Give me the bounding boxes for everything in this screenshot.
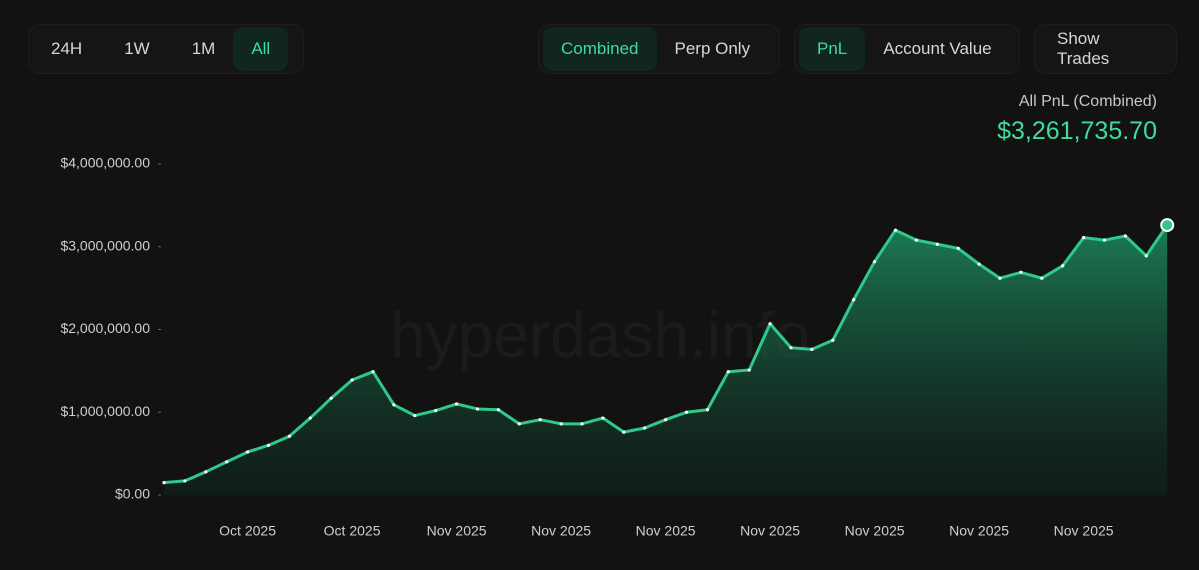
metric-button[interactable]: Account Value xyxy=(883,39,992,58)
point xyxy=(1040,276,1044,280)
point xyxy=(1144,254,1148,258)
y-tick-label: $2,000,000.00 xyxy=(60,320,150,336)
point xyxy=(559,422,563,426)
point xyxy=(789,346,793,350)
point xyxy=(287,434,291,438)
view-group: Combined Perp Only xyxy=(538,24,780,74)
summary-label: All PnL (Combined) xyxy=(1018,93,1157,110)
point xyxy=(413,413,417,418)
point xyxy=(538,418,542,422)
point xyxy=(350,378,354,382)
x-tick-label: Nov 2025 xyxy=(740,523,800,539)
x-tick-label: Oct 2025 xyxy=(324,523,381,539)
point xyxy=(1019,270,1023,275)
show-trades-button[interactable]: Show Trades xyxy=(1057,29,1110,68)
point xyxy=(852,298,856,302)
point xyxy=(308,416,312,420)
point xyxy=(392,403,396,407)
point xyxy=(1102,238,1107,242)
point xyxy=(266,443,271,447)
point xyxy=(329,396,333,400)
point xyxy=(204,470,208,474)
x-tick-label: Nov 2025 xyxy=(531,523,591,539)
point xyxy=(998,276,1002,280)
x-tick-label: Nov 2025 xyxy=(949,523,1009,539)
point xyxy=(475,407,480,411)
y-tick-label: $0.00 xyxy=(115,486,150,502)
point xyxy=(914,238,919,242)
watermark: hyperdash.info xyxy=(390,299,810,371)
point xyxy=(684,410,689,414)
point xyxy=(1061,264,1065,268)
summary-value: $3,261,735.70 xyxy=(997,117,1157,145)
point xyxy=(768,322,772,326)
timeframe-button[interactable]: 1M xyxy=(191,39,216,58)
view-button[interactable]: Combined xyxy=(543,27,657,71)
point xyxy=(455,402,459,406)
point xyxy=(517,422,521,426)
point xyxy=(183,479,187,483)
point xyxy=(873,260,877,264)
x-tick-label: Nov 2025 xyxy=(1054,523,1114,539)
point xyxy=(496,408,500,412)
x-tick-label: Nov 2025 xyxy=(636,523,696,539)
x-tick-label: Nov 2025 xyxy=(427,523,487,539)
end-marker xyxy=(1160,218,1175,233)
point xyxy=(246,450,250,454)
point xyxy=(726,370,730,374)
trades-group: Show Trades xyxy=(1034,24,1177,74)
timeframe-group: 24H 1W 1M All xyxy=(28,24,304,74)
view-button[interactable]: Perp Only xyxy=(674,39,751,58)
point xyxy=(705,408,710,412)
point xyxy=(225,460,229,464)
point xyxy=(664,418,668,422)
point xyxy=(643,426,647,430)
point xyxy=(622,430,626,434)
timeframe-button[interactable]: 24H xyxy=(51,39,83,58)
x-tick-label: Nov 2025 xyxy=(845,523,905,539)
timeframe-button[interactable]: 1W xyxy=(124,39,150,58)
point xyxy=(956,246,960,251)
x-tick-label: Oct 2025 xyxy=(219,523,276,539)
point xyxy=(601,416,605,420)
y-tick-label: $1,000,000.00 xyxy=(60,403,150,419)
point xyxy=(162,480,166,485)
point xyxy=(810,347,814,351)
y-tick-label: $3,000,000.00 xyxy=(60,237,150,253)
point xyxy=(831,338,835,342)
point xyxy=(1082,236,1086,240)
point xyxy=(935,242,939,246)
metric-group: PnL Account Value xyxy=(794,24,1020,74)
point xyxy=(747,368,751,372)
point xyxy=(893,228,898,232)
timeframe-button[interactable]: All xyxy=(233,27,289,71)
y-tick-label: $4,000,000.00 xyxy=(60,155,150,171)
point xyxy=(1123,234,1127,238)
area-fill xyxy=(164,225,1168,495)
point xyxy=(434,408,438,413)
point xyxy=(580,422,584,426)
metric-button[interactable]: PnL xyxy=(799,27,866,71)
point xyxy=(977,262,981,266)
point xyxy=(371,370,375,374)
